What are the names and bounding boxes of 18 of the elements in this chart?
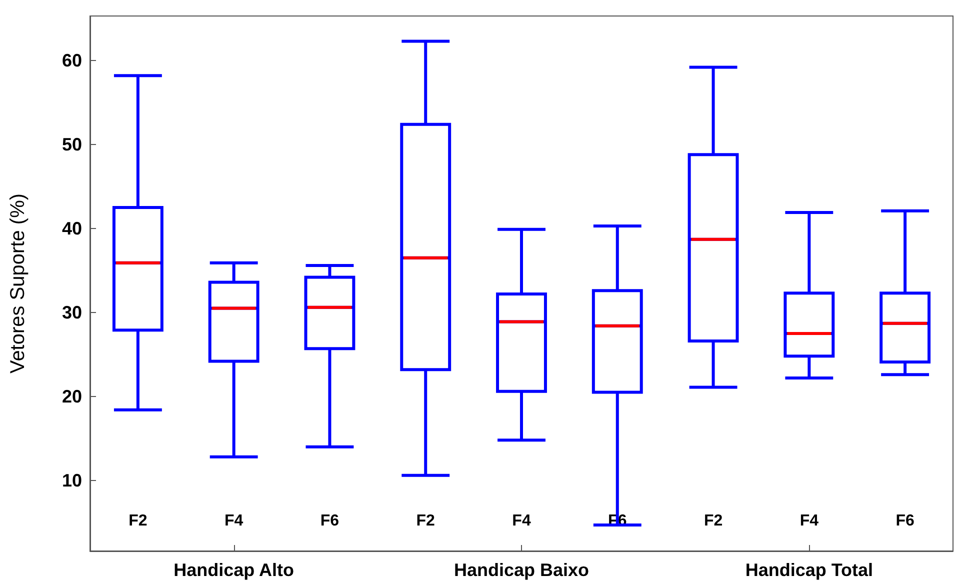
y-axis-title: Vetores Suporte (%) bbox=[7, 193, 29, 374]
x-tick-label: F4 bbox=[512, 512, 531, 530]
y-tick-label: 20 bbox=[62, 386, 82, 406]
x-tick-label: F2 bbox=[128, 512, 148, 530]
text: Handicap Total bbox=[745, 560, 874, 580]
text: Handicap Baixo bbox=[454, 560, 590, 580]
x-tick-label: F4 bbox=[224, 512, 244, 530]
y-tick-label: 10 bbox=[62, 470, 82, 490]
x-tick-label: F4 bbox=[800, 512, 819, 530]
y-tick-label: 50 bbox=[62, 134, 82, 154]
text: Handicap Alto bbox=[174, 560, 294, 580]
y-tick-label: 40 bbox=[62, 218, 82, 238]
x-tick-label: F2 bbox=[704, 512, 723, 530]
y-tick-label: 30 bbox=[62, 302, 82, 322]
x-tick-label: F6 bbox=[896, 512, 914, 530]
x-tick-label: F2 bbox=[416, 512, 436, 530]
y-tick-label: 60 bbox=[62, 50, 82, 71]
x-tick-label: F6 bbox=[320, 512, 340, 530]
